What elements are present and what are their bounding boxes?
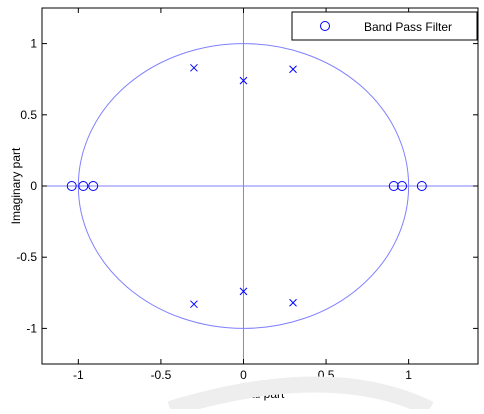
pole-marker [289,298,297,307]
zero-marker [66,181,77,191]
zero-marker [388,181,399,191]
x-tick-label: 1 [405,368,412,382]
zero-marker [88,181,99,191]
pole-marker [239,76,248,85]
legend: Band Pass Filter [291,11,478,41]
x-tick-label: -1 [73,368,84,382]
pole-marker [289,65,297,74]
y-axis-label: Imaginary part [9,147,23,224]
zero-marker [78,181,89,191]
zero-marker [416,181,427,191]
y-tick-label: 1 [30,37,37,51]
y-tick-label: -0.5 [16,250,37,264]
pole-marker [190,300,198,309]
y-tick-label: 0.5 [20,108,37,122]
x-tick-label: 0 [240,368,247,382]
legend-marker-circle [320,21,330,31]
y-tick-label: 0 [30,179,37,193]
legend-box [291,11,478,41]
legend-label: Band Pass Filter [364,20,452,34]
zero-marker [397,181,408,191]
y-tick-label: -1 [26,321,37,335]
markers [66,63,427,309]
pole-marker [190,63,198,72]
pole-marker [239,287,248,296]
x-tick-label: -0.5 [151,368,172,382]
